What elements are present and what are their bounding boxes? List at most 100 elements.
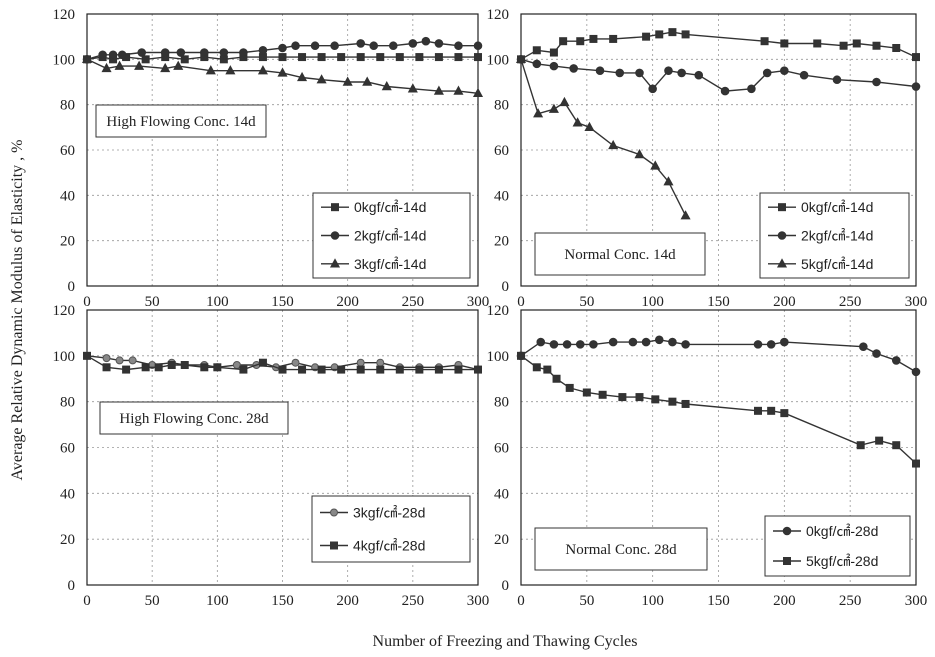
legend-marker [783,557,791,565]
x-tick-label: 300 [905,593,928,609]
data-point [101,62,112,73]
y-tick-label: 120 [487,303,510,319]
legend-marker [330,508,338,517]
data-point [381,80,392,91]
data-point [454,53,463,62]
data-point [654,335,664,345]
data-point [589,340,598,349]
data-point [911,82,921,91]
data-point [213,363,222,372]
data-point [356,365,365,374]
data-point [766,340,776,349]
x-tick-label: 0 [517,294,525,310]
y-tick-label: 60 [494,143,509,159]
data-point [569,64,578,73]
series-line [86,355,478,371]
data-point [608,337,618,347]
x-tick-label: 100 [641,294,664,310]
data-point [754,406,762,415]
data-point [108,50,118,60]
data-point [258,53,267,62]
data-point [134,60,145,70]
data-point [832,75,842,85]
y-tick-label: 60 [60,143,75,159]
panel-caption: Normal Conc. 14d [534,232,706,276]
data-point [298,53,307,62]
legend: 0kgf/㎠-28d 5kgf/㎠-28d [764,515,911,577]
data-point [219,48,229,57]
data-point [278,53,287,62]
data-point [565,383,574,392]
data-point [453,85,464,95]
data-point [856,441,865,450]
legend-marker [331,203,339,212]
data-point [780,409,789,418]
data-point [388,41,398,51]
data-point [762,68,772,78]
data-point [167,361,176,369]
data-point [892,44,901,52]
legend-label: 3kgf/㎠-14d [354,256,426,272]
data-point [677,68,686,78]
y-tick-label: 120 [487,7,510,23]
data-point [911,367,921,377]
x-tick-label: 100 [641,593,664,609]
y-tick-label: 80 [60,98,75,114]
data-point [310,41,320,51]
data-point [517,351,525,360]
data-point [628,337,638,347]
data-point [753,340,763,349]
data-point [205,65,216,75]
y-tick-label: 40 [60,486,75,502]
data-point [83,351,91,360]
series-line [520,59,687,217]
data-point [200,363,209,372]
series-1 [517,28,920,64]
y-tick-label: 60 [60,441,75,457]
legend-marker [330,231,340,240]
data-point [160,62,171,73]
data-point [549,340,559,349]
data-point [680,210,691,220]
data-point [180,361,189,369]
data-point [562,340,572,349]
data-point [219,55,228,64]
plot-frame [86,309,479,586]
data-point [154,363,163,372]
legend: 0kgf/㎠-14d 2kgf/㎠-14d 5kgf/㎠-14d [759,192,910,279]
x-tick-label: 150 [707,593,730,609]
data-point [316,74,327,84]
data-point [839,41,848,50]
x-tick-label: 150 [271,593,294,609]
data-point [395,53,404,62]
caption-box [534,232,706,276]
series-2 [82,36,483,64]
data-point [369,41,379,51]
data-point [747,84,756,94]
data-point [278,43,287,53]
y-tick-label: 100 [53,349,76,365]
data-point [668,397,677,406]
data-point [648,84,657,94]
panel-caption: High Flowing Conc. 28d [99,401,289,435]
x-tick-label: 0 [83,593,91,609]
data-point [668,337,677,347]
data-point [650,160,661,170]
data-point [408,39,418,48]
data-point [635,393,644,402]
caption-text: Normal Conc. 14d [564,247,676,263]
x-tick-label: 250 [839,294,862,310]
data-point [912,53,920,62]
series-line [86,56,478,61]
y-tick-label: 100 [487,52,510,68]
data-point [433,85,444,95]
legend-label: 4kgf/㎠-28d [353,538,425,554]
data-point [356,358,365,367]
legend-marker [778,203,786,212]
legend-marker [782,526,792,536]
x-tick-label: 200 [773,294,796,310]
data-point [362,76,373,86]
series-3 [515,53,691,220]
y-tick-label: 20 [60,234,75,250]
data-point [160,48,170,57]
